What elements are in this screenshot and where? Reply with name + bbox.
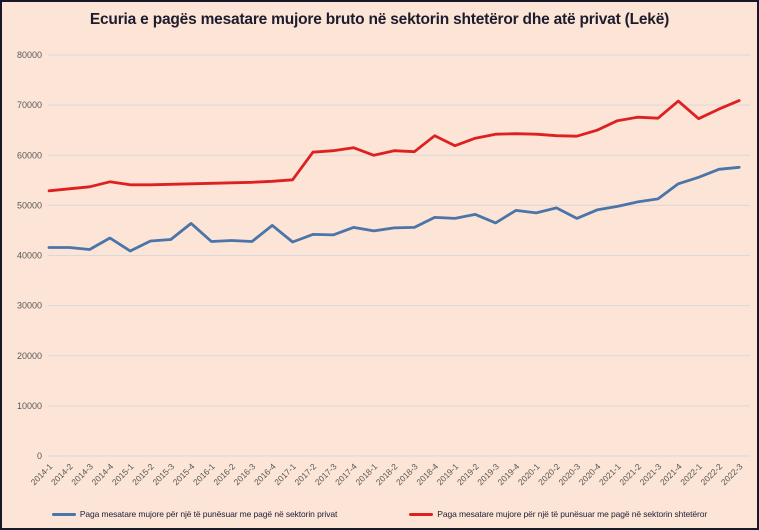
chart-legend: Paga mesatare mujore për një të punësuar…: [2, 509, 757, 519]
y-axis-tick-label: 70000: [17, 100, 42, 110]
y-axis-tick-label: 40000: [17, 251, 42, 261]
state-series-swatch: [409, 512, 434, 516]
y-axis-tick-label: 20000: [17, 351, 42, 361]
private-series-swatch: [51, 512, 76, 516]
legend-item-state: Paga mesatare mujore për një të punësuar…: [409, 509, 707, 519]
y-axis-tick-label: 80000: [17, 50, 42, 60]
y-axis-tick-label: 60000: [17, 150, 42, 160]
private-series-line: [47, 165, 741, 253]
y-axis-tick-label: 30000: [17, 301, 42, 311]
legend-item-private: Paga mesatare mujore për një të punësuar…: [51, 509, 338, 519]
y-axis-tick-label: 0: [37, 451, 42, 461]
y-axis-tick-label: 10000: [17, 401, 42, 411]
x-axis-tick-label: 2016-2: [211, 461, 237, 487]
private-series-label: Paga mesatare mujore për një të punësuar…: [79, 509, 338, 519]
y-axis-tick-label: 50000: [17, 200, 42, 210]
chart-title: Ecuria e pagës mesatare mujore bruto në …: [89, 11, 670, 28]
state-series-line: [47, 99, 741, 193]
x-axis-tick-label: 2022-3: [719, 461, 745, 487]
state-series-label: Paga mesatare mujore për një të punësuar…: [437, 509, 708, 519]
